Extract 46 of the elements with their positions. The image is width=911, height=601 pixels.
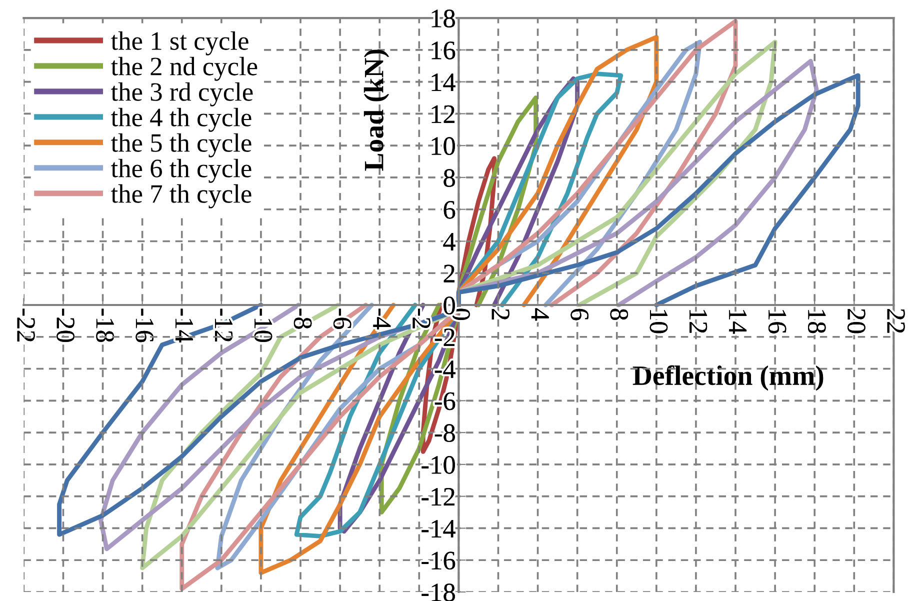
y-tick-label: -18 (422, 584, 455, 601)
x-tick-label: 20 (848, 308, 866, 334)
x-tick-label: -6 (333, 308, 352, 329)
y-axis-title: Load (kN) (364, 50, 390, 171)
x-tick-label: 22 (887, 308, 905, 333)
x-tick-label: -12 (215, 308, 233, 342)
legend-label: the 6 th cycle (111, 158, 252, 183)
x-tick-label: 2 (492, 308, 510, 320)
x-tick-label: -16 (136, 308, 154, 342)
y-tick-label: 4 (443, 233, 456, 250)
x-tick-label: 6 (570, 308, 588, 320)
y-tick-label: 6 (444, 201, 456, 219)
x-tick-label: 14 (729, 310, 747, 334)
y-tick-label: 8 (444, 169, 455, 187)
y-tick-label: 14 (432, 74, 456, 91)
y-tick-label: -8 (434, 424, 455, 442)
y-tick-label: 2 (444, 264, 454, 282)
legend-label: the 1 st cycle (111, 31, 248, 56)
legend-label: the 2 nd cycle (111, 56, 258, 81)
x-tick-label: 12 (690, 310, 708, 333)
x-tick-label: -18 (96, 308, 114, 342)
y-tick-label: 18 (432, 10, 455, 28)
x-tick-label: 8 (610, 308, 628, 320)
legend-label: the 4 th cycle (111, 108, 252, 132)
y-tick-label: -16 (422, 552, 456, 570)
x-tick-label: -8 (294, 308, 312, 329)
y-tick-label: -14 (422, 520, 456, 538)
x-tick-label: -20 (56, 308, 74, 342)
y-tick-label: 12 (432, 105, 454, 123)
x-axis-title: Deflection (mm) (632, 365, 824, 391)
x-tick-label: 18 (808, 310, 826, 334)
y-tick-label: -12 (422, 488, 454, 506)
y-tick-label: -10 (422, 456, 455, 474)
x-tick-label: 4 (531, 308, 549, 321)
y-tick-label: -4 (434, 360, 456, 378)
x-tick-label: -10 (254, 308, 272, 342)
x-tick-label: 10 (650, 310, 668, 334)
x-tick-label: 16 (768, 310, 786, 334)
y-tick-label: 10 (432, 137, 455, 155)
legend-label: the 7 th cycle (111, 184, 252, 208)
x-tick-label: -14 (176, 308, 193, 343)
y-tick-label: 16 (432, 42, 456, 60)
legend-label: the 3 rd cycle (111, 82, 253, 106)
x-tick-label: -22 (17, 308, 35, 342)
legend-label: the 5 th cycle (111, 133, 252, 158)
x-tick-label: -4 (373, 308, 391, 330)
